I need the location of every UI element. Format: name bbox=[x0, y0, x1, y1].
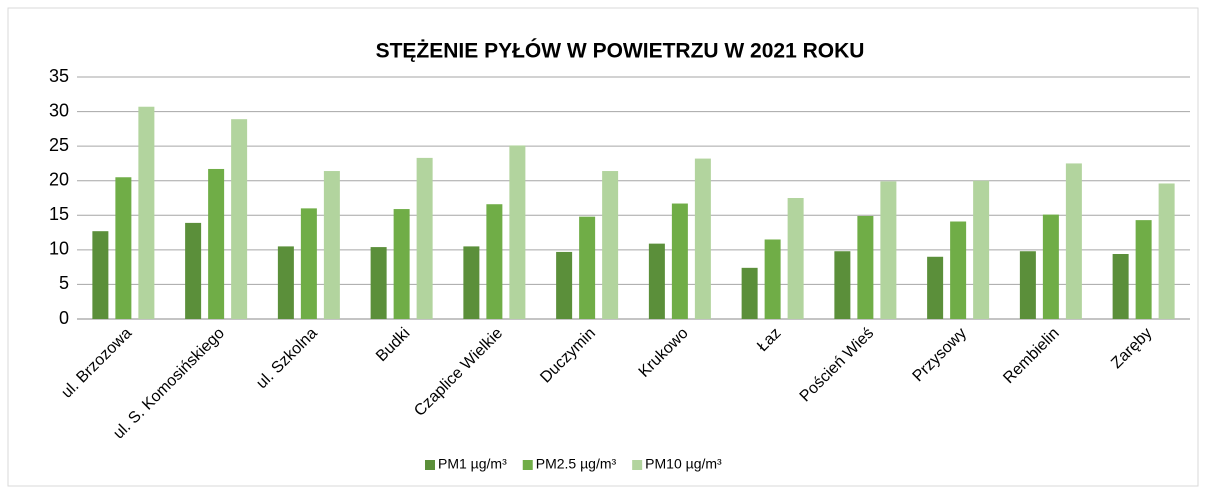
bar bbox=[416, 157, 433, 319]
bar bbox=[787, 198, 804, 319]
legend-swatch bbox=[425, 460, 435, 470]
bar bbox=[486, 204, 503, 319]
bar bbox=[138, 106, 155, 319]
legend-label: PM2.5 µg/m³ bbox=[536, 456, 617, 472]
bar bbox=[579, 216, 596, 319]
bar bbox=[741, 267, 758, 319]
y-tick-label: 5 bbox=[59, 273, 69, 293]
bar bbox=[602, 171, 619, 319]
chart-title: STĘŻENIE PYŁÓW W POWIETRZU W 2021 ROKU bbox=[376, 39, 865, 63]
bar bbox=[671, 203, 688, 319]
bar bbox=[208, 168, 225, 319]
bar bbox=[300, 208, 317, 319]
bar bbox=[834, 251, 851, 319]
bar bbox=[880, 181, 897, 319]
bar bbox=[1158, 183, 1175, 319]
bar bbox=[973, 180, 990, 319]
bar bbox=[509, 145, 526, 319]
y-tick-label: 35 bbox=[49, 66, 69, 86]
bar bbox=[857, 215, 874, 319]
bar bbox=[556, 251, 573, 319]
bar bbox=[764, 239, 781, 319]
bar bbox=[277, 246, 294, 319]
bar bbox=[648, 243, 665, 319]
legend-swatch bbox=[522, 460, 533, 470]
y-tick-label: 10 bbox=[49, 239, 69, 259]
y-tick-label: 0 bbox=[59, 308, 69, 328]
bar bbox=[231, 119, 248, 319]
bar bbox=[115, 177, 132, 319]
bar bbox=[950, 221, 967, 319]
bar bbox=[185, 222, 202, 319]
bar bbox=[323, 171, 340, 319]
bar bbox=[1042, 214, 1059, 319]
bar bbox=[1112, 254, 1129, 319]
legend-label: PM10 µg/m³ bbox=[645, 456, 722, 472]
y-tick-label: 25 bbox=[49, 135, 69, 155]
bar bbox=[393, 209, 410, 319]
bar bbox=[370, 247, 387, 319]
legend-label: PM1 µg/m³ bbox=[438, 456, 507, 472]
bar bbox=[927, 256, 944, 319]
bar bbox=[1065, 163, 1082, 319]
legend-swatch bbox=[632, 460, 643, 470]
bar bbox=[463, 246, 480, 319]
bar bbox=[694, 158, 711, 319]
y-tick-label: 15 bbox=[49, 204, 69, 224]
y-tick-label: 20 bbox=[49, 169, 69, 189]
bar bbox=[1019, 251, 1036, 319]
bar bbox=[92, 231, 109, 319]
y-tick-label: 30 bbox=[49, 100, 69, 120]
bar bbox=[1135, 220, 1152, 319]
